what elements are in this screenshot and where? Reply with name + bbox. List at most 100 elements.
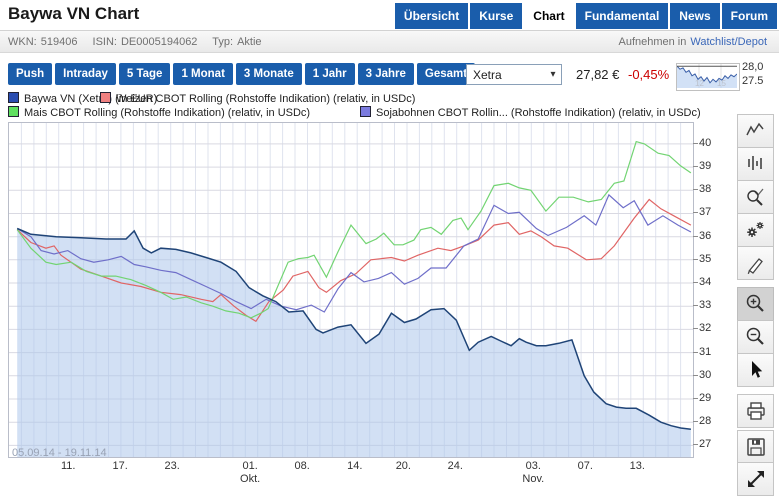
x-axis-tick-label: 11. bbox=[60, 460, 76, 472]
x-axis-month-label: Okt. bbox=[240, 473, 261, 485]
y-axis-tick-label: 31 bbox=[699, 345, 712, 358]
x-axis-tick-label: 24. bbox=[447, 460, 463, 472]
zoom-out-icon bbox=[746, 327, 764, 345]
range-button-1-monat[interactable]: 1 Monat bbox=[173, 63, 233, 85]
tab-kurse[interactable]: Kurse bbox=[470, 3, 523, 29]
tab-chart[interactable]: Chart bbox=[524, 3, 574, 29]
legend-chip-baywa bbox=[8, 92, 19, 103]
x-axis-tick-label: 03. bbox=[525, 460, 541, 472]
chart-type-bars-icon bbox=[747, 156, 762, 170]
typ-value: Aktie bbox=[237, 36, 262, 48]
mini-intraday-chart: 12 15 bbox=[676, 63, 740, 91]
legend-label: Sojabohnen CBOT Rollin... (Rohstoffe Ind… bbox=[376, 107, 701, 119]
y-axis-tick-label: 30 bbox=[699, 368, 712, 381]
y-axis-tick-label: 35 bbox=[699, 252, 712, 265]
instrument-info-bar: WKN: 519406 ISIN: DE0005194062 Typ: Aktie A… bbox=[0, 30, 779, 53]
svg-text:15: 15 bbox=[717, 79, 726, 88]
svg-text:12: 12 bbox=[695, 79, 704, 88]
y-axis-tick-mark bbox=[693, 212, 698, 214]
y-axis-tick-label: 39 bbox=[699, 160, 712, 173]
tab-news[interactable]: News bbox=[670, 3, 720, 29]
save-button[interactable] bbox=[737, 430, 774, 464]
tab-fundamental[interactable]: Fundamental bbox=[575, 3, 669, 29]
y-axis-tick-label: 32 bbox=[699, 322, 712, 335]
draw-tool-button[interactable] bbox=[737, 246, 774, 280]
range-button-3-monate[interactable]: 3 Monate bbox=[235, 63, 302, 85]
chart-magnifier-button[interactable] bbox=[737, 180, 774, 214]
legend-item-mais: Mais CBOT Rolling (Rohstoffe Indikation)… bbox=[8, 106, 310, 119]
x-axis-tick-label: 17. bbox=[112, 460, 128, 472]
range-button-3-jahre[interactable]: 3 Jahre bbox=[357, 63, 414, 85]
price-value: 27,82 € bbox=[576, 67, 620, 82]
exchange-select[interactable]: Xetra ▾ bbox=[466, 64, 562, 85]
save-icon bbox=[746, 438, 765, 456]
legend-label: Mais CBOT Rolling (Rohstoffe Indikation)… bbox=[24, 107, 311, 119]
y-axis-tick-label: 28 bbox=[699, 415, 712, 428]
legend-chip-weizen bbox=[100, 92, 111, 103]
y-axis-tick-mark bbox=[693, 166, 698, 168]
chart-type-line-button[interactable] bbox=[737, 114, 774, 148]
zoom-in-button[interactable] bbox=[737, 287, 774, 321]
exchange-select-value: Xetra bbox=[473, 67, 502, 82]
y-axis-tick-mark bbox=[693, 235, 698, 237]
cursor-button[interactable] bbox=[737, 353, 774, 387]
mini-chart-svg: 12 15 bbox=[676, 64, 738, 88]
cursor-icon bbox=[751, 361, 762, 378]
y-axis-tick-mark bbox=[693, 421, 698, 423]
x-axis-tick-label: 07. bbox=[577, 460, 593, 472]
watchlist-area: Aufnehmen in Watchlist/Depot bbox=[618, 36, 771, 48]
x-axis-tick-label: 20. bbox=[395, 460, 411, 472]
instrument-ids: WKN: 519406 ISIN: DE0005194062 Typ: Aktie bbox=[8, 36, 266, 48]
print-icon bbox=[746, 402, 765, 420]
chart-magnifier-icon bbox=[746, 188, 763, 206]
settings-icon bbox=[746, 222, 763, 237]
price-change: -0,45% bbox=[628, 67, 670, 82]
y-axis-tick-label: 40 bbox=[699, 136, 712, 149]
x-axis-tick-label: 14. bbox=[347, 460, 363, 472]
range-button-5-tage[interactable]: 5 Tage bbox=[118, 63, 171, 85]
legend-label: Weizen CBOT Rolling (Rohstoffe Indikatio… bbox=[116, 93, 416, 105]
zoom-out-button[interactable] bbox=[737, 320, 774, 354]
range-button-intraday[interactable]: Intraday bbox=[55, 63, 116, 85]
chart-toolbar: Push Intraday 5 Tage 1 Monat 3 Monate 1 Jahr 3… bbox=[8, 61, 779, 93]
chart-type-bars-button[interactable] bbox=[737, 147, 774, 181]
settings-button[interactable] bbox=[737, 213, 774, 247]
legend-item-baywa: Baywa VN (Xetra) (in EUR) bbox=[8, 92, 157, 105]
page-title: Baywa VN Chart bbox=[8, 4, 140, 23]
legend-chip-mais bbox=[8, 106, 19, 117]
mini-chart-y-bottom: 27.5 bbox=[742, 75, 764, 87]
legend-chip-sojabohnen bbox=[360, 106, 371, 117]
y-axis-tick-label: 29 bbox=[699, 392, 712, 404]
tab-uebersicht[interactable]: Übersicht bbox=[394, 3, 469, 29]
fullscreen-button[interactable] bbox=[737, 462, 774, 496]
range-button-push[interactable]: Push bbox=[8, 63, 53, 85]
date-range-label: 05.09.14 - 19.11.14 bbox=[12, 447, 107, 459]
y-axis-tick-mark bbox=[693, 258, 698, 260]
print-button[interactable] bbox=[737, 394, 774, 428]
fullscreen-icon bbox=[747, 471, 764, 487]
y-axis-tick-label: 34 bbox=[699, 276, 712, 289]
wkn-label: WKN: bbox=[8, 36, 37, 48]
x-axis-tick-label: 08. bbox=[294, 460, 310, 472]
chart-legend: Baywa VN (Xetra) (in EUR) Weizen CBOT Rol… bbox=[8, 92, 768, 120]
range-button-gesamt[interactable]: Gesamt bbox=[416, 63, 476, 85]
y-axis-tick-label: 38 bbox=[699, 183, 712, 196]
quote: 27,82 € -0,45% bbox=[576, 67, 669, 82]
legend-item-sojabohnen: Sojabohnen CBOT Rollin... (Rohstoffe Ind… bbox=[360, 106, 701, 119]
y-axis-tick-mark bbox=[693, 444, 698, 446]
isin-value: DE0005194062 bbox=[120, 36, 198, 48]
y-axis-tick-mark bbox=[693, 374, 698, 376]
watchlist-link[interactable]: Watchlist/Depot bbox=[690, 36, 767, 48]
y-axis-tick-mark bbox=[693, 398, 698, 399]
zoom-in-icon bbox=[746, 294, 764, 312]
chart-plot-area[interactable] bbox=[8, 122, 694, 458]
y-axis-tick-mark bbox=[693, 142, 698, 144]
x-axis-tick-label: 23. bbox=[164, 460, 180, 472]
y-axis-tick-label: 27 bbox=[699, 438, 712, 451]
tab-forum[interactable]: Forum bbox=[721, 3, 777, 29]
y-axis-tick-mark bbox=[693, 305, 698, 307]
header: Baywa VN Chart Übersicht Kurse Chart Fundam… bbox=[0, 0, 779, 30]
price-chart-svg[interactable] bbox=[9, 123, 693, 457]
range-button-1-jahr[interactable]: 1 Jahr bbox=[304, 63, 355, 85]
